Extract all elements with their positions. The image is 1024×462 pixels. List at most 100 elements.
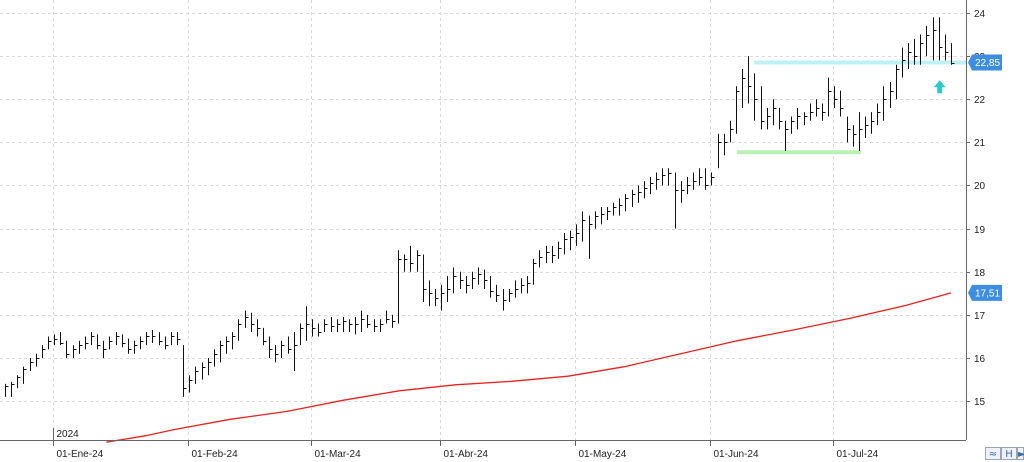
ohlc-bar <box>79 340 83 354</box>
ohlc-bar <box>681 181 685 203</box>
ohlc-bar <box>447 276 451 302</box>
ohlc-bar <box>177 332 181 346</box>
ohlc-bar <box>152 330 156 343</box>
toolbar-button-line[interactable]: ≈ <box>985 447 1001 460</box>
ohlc-bar <box>410 245 414 272</box>
ohlc-bar <box>134 340 138 354</box>
ohlc-bar <box>515 280 519 298</box>
ohlc-bar <box>656 172 660 190</box>
ohlc-bar <box>847 116 851 143</box>
ohlc-bar <box>11 381 15 397</box>
ohlc-bar <box>687 176 691 195</box>
plot-area <box>5 17 966 443</box>
ohlc-bar <box>386 310 390 324</box>
ohlc-bar <box>23 366 27 384</box>
x-tick-label: 01-Feb-24 <box>192 449 239 460</box>
ohlc-bar <box>17 375 21 389</box>
ohlc-bar <box>91 332 95 346</box>
ohlc-bar <box>810 103 814 121</box>
y-tick-label: 16 <box>974 354 986 365</box>
last-price-badge-text: 22,85 <box>975 58 1000 69</box>
ohlc-bar <box>165 336 169 350</box>
ohlc-bar <box>195 366 199 384</box>
moving-average-badge: 17,51 <box>968 284 1002 301</box>
x-tick-label: 01-May-24 <box>579 449 627 460</box>
ohlc-bar <box>625 194 629 212</box>
ohlc-bar <box>853 125 857 147</box>
ohlc-bar <box>607 207 611 220</box>
ohlc-bar <box>490 276 494 298</box>
ohlc-bar <box>238 319 242 341</box>
moving-average-line <box>106 292 952 443</box>
ohlc-bar <box>300 323 304 346</box>
ohlc-bar <box>232 332 236 350</box>
y-tick-label: 20 <box>974 181 986 192</box>
ohlc-bar <box>632 189 636 208</box>
ohlc-bar <box>945 34 949 61</box>
ohlc-bar <box>546 245 550 264</box>
toolbar-button-scroll[interactable]: ► <box>1017 447 1024 460</box>
ohlc-bar <box>251 312 255 333</box>
ohlc-bar <box>36 353 40 367</box>
ohlc-bar <box>288 336 292 354</box>
ohlc-bar <box>380 319 384 333</box>
ohlc-bar <box>644 181 648 199</box>
ohlc-bar <box>269 336 273 359</box>
x-axis: 01-Ene-24 01-Feb-24 01-Mar-24 01-Abr-24 01-M… <box>53 428 879 460</box>
ohlc-bar <box>263 327 267 346</box>
ohlc-bar <box>343 317 347 333</box>
year-label: 2024 <box>57 429 80 440</box>
y-tick-label: 15 <box>974 397 986 408</box>
ohlc-bar <box>466 276 470 294</box>
x-tick-label: 01-Jul-24 <box>837 449 879 460</box>
ohlc-bar <box>675 172 679 229</box>
ohlc-bar <box>748 56 752 104</box>
ohlc-bar <box>840 90 844 117</box>
x-tick-label: 01-Mar-24 <box>315 449 362 460</box>
ohlc-bar <box>890 81 894 108</box>
ohlc-bar <box>718 133 722 169</box>
ohlc-bar <box>576 224 580 246</box>
ohlc-bar <box>791 116 795 134</box>
ohlc-bar <box>877 103 881 126</box>
ohlc-bar <box>908 43 912 70</box>
toolbar-button-h[interactable]: H <box>1001 447 1017 460</box>
moving-average-badge-shape <box>968 284 1002 301</box>
ohlc-bar <box>417 250 421 272</box>
ohlc-bar <box>460 271 464 290</box>
y-tick-label: 17 <box>974 311 986 322</box>
ohlc-bar <box>503 289 507 311</box>
ohlc-bar <box>767 107 771 130</box>
ohlc-bar <box>97 334 101 350</box>
ohlc-bar <box>896 64 900 100</box>
ohlc-bar <box>116 332 120 346</box>
signal-up-arrow <box>933 80 946 94</box>
ohlc-bar <box>754 73 758 121</box>
ohlc-bar <box>619 198 623 216</box>
ohlc-bar <box>30 358 34 371</box>
ohlc-bar <box>337 319 341 333</box>
ohlc-bar <box>668 168 672 186</box>
ohlc-bar <box>73 345 77 359</box>
y-tick-label: 22 <box>974 95 986 106</box>
ohlc-bar <box>509 289 513 302</box>
ohlc-bar <box>699 168 703 186</box>
ohlc-bar <box>48 336 52 350</box>
ohlc-bar <box>496 284 500 302</box>
ohlc-bar <box>859 112 863 151</box>
ohlc-bar <box>441 284 445 311</box>
ohlc-bar <box>171 332 175 346</box>
ohlc-bar <box>429 280 433 307</box>
ohlc-bar <box>736 86 740 134</box>
grid <box>0 0 966 440</box>
ohlc-bar <box>146 332 150 346</box>
ohlc-bar <box>834 86 838 108</box>
ohlc-bar <box>453 267 457 294</box>
ohlc-bar <box>245 310 249 328</box>
ohlc-bar <box>392 314 396 328</box>
ohlc-bar <box>54 334 58 346</box>
ohlc-bar <box>85 336 89 350</box>
ohlc-bar <box>724 133 728 156</box>
